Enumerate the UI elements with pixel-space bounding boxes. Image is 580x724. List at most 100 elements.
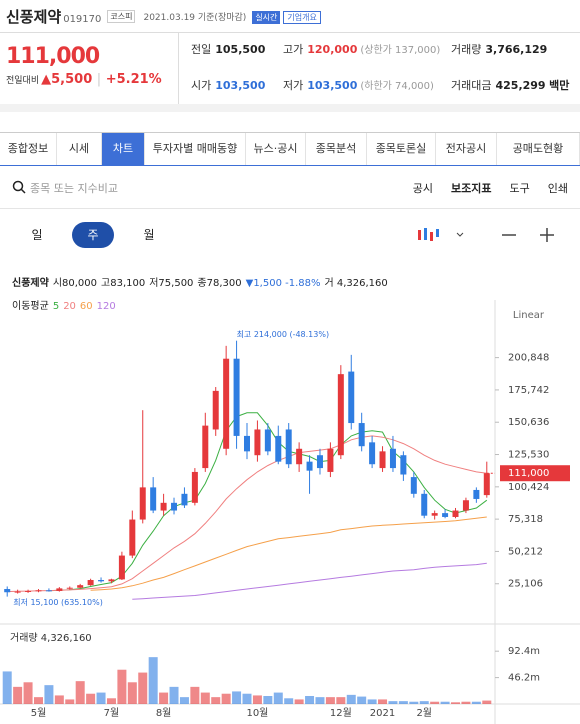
legend-volume: 거 4,326,160 xyxy=(324,278,388,289)
volume-bar xyxy=(482,700,492,704)
candle-body xyxy=(66,587,73,589)
candle-body xyxy=(129,519,136,556)
tool-button[interactable]: 공시 xyxy=(412,182,434,195)
tab[interactable]: 전자공시 xyxy=(436,133,497,165)
tool-button[interactable]: 인쇄 xyxy=(547,182,568,195)
volume-bar xyxy=(398,701,408,704)
candle-body xyxy=(14,591,21,593)
candle-body xyxy=(254,429,261,456)
tool-button[interactable]: 도구 xyxy=(509,182,530,195)
volume-bar xyxy=(190,686,200,704)
legend-name: 신풍제약 xyxy=(12,278,49,289)
stock-name: 신풍제약 xyxy=(6,8,62,26)
stat-label: 거래량 xyxy=(451,43,482,56)
candle-body xyxy=(87,580,94,586)
change-label: 전일대비 xyxy=(6,76,40,86)
candle-body xyxy=(421,493,428,516)
candle-body xyxy=(212,390,219,430)
volume-bar xyxy=(65,699,75,704)
volume-bar xyxy=(263,696,273,704)
legend-item: 저75,500 xyxy=(149,278,193,289)
zoom-in[interactable] xyxy=(540,228,554,242)
x-tick-label: 2월 xyxy=(416,707,432,719)
stat-label: 저가 xyxy=(283,79,304,92)
candle-body xyxy=(316,455,323,469)
search-input[interactable]: 종목 또는 지수비교 xyxy=(30,182,118,195)
change: 전일대비 ▲5,500 | +5.21% xyxy=(6,72,162,87)
volume-bar xyxy=(169,686,179,704)
legend-item: 시80,000 xyxy=(53,278,97,289)
volume-bar xyxy=(221,693,231,704)
candle-body xyxy=(306,461,313,471)
volume-bar xyxy=(138,672,148,704)
period-button[interactable]: 주 xyxy=(72,222,114,248)
current-label: 111,000 xyxy=(508,468,549,479)
divider xyxy=(0,32,580,33)
candle-body xyxy=(181,493,188,506)
volume-bar xyxy=(461,701,471,704)
tab[interactable]: 종합정보 xyxy=(0,133,57,165)
volume-bar xyxy=(346,694,356,704)
tab[interactable]: 종목토론실 xyxy=(367,133,436,165)
volume-bar xyxy=(96,692,106,704)
ma-line xyxy=(90,516,487,591)
period-button[interactable]: 월 xyxy=(143,228,155,242)
ma-line xyxy=(132,562,487,600)
volume-bar xyxy=(367,699,377,704)
legend-item: 고83,100 xyxy=(101,278,145,289)
tab[interactable]: 뉴스·공시 xyxy=(246,133,306,165)
candle-body xyxy=(358,423,365,447)
volume-bar xyxy=(242,693,252,704)
tool-button[interactable]: 보조지표 xyxy=(451,182,492,195)
toolbar: 종목 또는 지수비교 공시 보조지표 도구 인쇄 xyxy=(0,176,580,200)
scale-select[interactable]: Linear xyxy=(512,310,544,321)
candle-body xyxy=(202,425,209,469)
tab[interactable]: 투자자별 매매동향 xyxy=(145,133,246,165)
candle-body xyxy=(348,371,355,424)
candle-body xyxy=(244,435,250,452)
volume-bar xyxy=(305,696,315,704)
candle-body xyxy=(171,502,178,511)
low-annotation: 최저 15,100 (635.10%) xyxy=(13,597,103,607)
stat-value: 105,500 xyxy=(215,43,266,56)
candle-body xyxy=(337,374,344,456)
y-tick-label: 125,530 xyxy=(508,450,549,461)
stat-note: (하한가 74,000) xyxy=(360,81,434,92)
tab[interactable]: 공매도현황 xyxy=(497,133,580,165)
candle-body xyxy=(233,358,240,436)
candle-body xyxy=(223,358,230,449)
separator xyxy=(0,104,580,112)
y-tick-label: 75,318 xyxy=(508,514,543,525)
volume-bar xyxy=(388,701,398,704)
period-button[interactable]: 일 xyxy=(31,228,43,242)
market: 코스피 xyxy=(107,10,136,23)
volume-bar xyxy=(336,697,346,704)
stat-label: 거래대금 xyxy=(451,79,492,92)
stat-label: 고가 xyxy=(283,43,304,56)
volume-bar xyxy=(378,699,388,704)
candle-body xyxy=(296,448,303,465)
stats: 전일 105,500 고가 120,000 (상한가 137,000) 거래량 3,76… xyxy=(178,32,580,104)
tab[interactable]: 종목분석 xyxy=(306,133,367,165)
ma-name: 5 xyxy=(52,301,60,312)
volume-bar xyxy=(273,692,283,704)
chart-legend: 신풍제약 시80,000 고83,100 저75,500 종78,300 ▼1,500 -… xyxy=(12,274,392,289)
volume-bar xyxy=(2,671,12,704)
legend-value: 83,100 xyxy=(110,278,146,289)
volume-bar xyxy=(430,701,440,704)
candle-body xyxy=(45,590,52,592)
tab[interactable]: 차트 xyxy=(102,133,145,165)
y-tick-label: 50,212 xyxy=(508,546,543,557)
company-info-button[interactable]: 기업개요 xyxy=(283,11,321,24)
volume-bar xyxy=(232,691,242,704)
realtime-button[interactable]: 실시간 xyxy=(252,11,281,24)
x-tick-label: 5월 xyxy=(31,707,47,719)
chart-type-icon[interactable] xyxy=(418,228,439,241)
stat: 거래량 3,766,129 xyxy=(439,32,580,68)
dropdown-icon[interactable] xyxy=(456,232,464,237)
stat-note: (상한가 137,000) xyxy=(360,45,441,56)
tab[interactable]: 시세 xyxy=(57,133,102,165)
legend-value: 80,000 xyxy=(62,278,98,289)
divider xyxy=(0,208,580,209)
volume-bar xyxy=(106,698,116,704)
